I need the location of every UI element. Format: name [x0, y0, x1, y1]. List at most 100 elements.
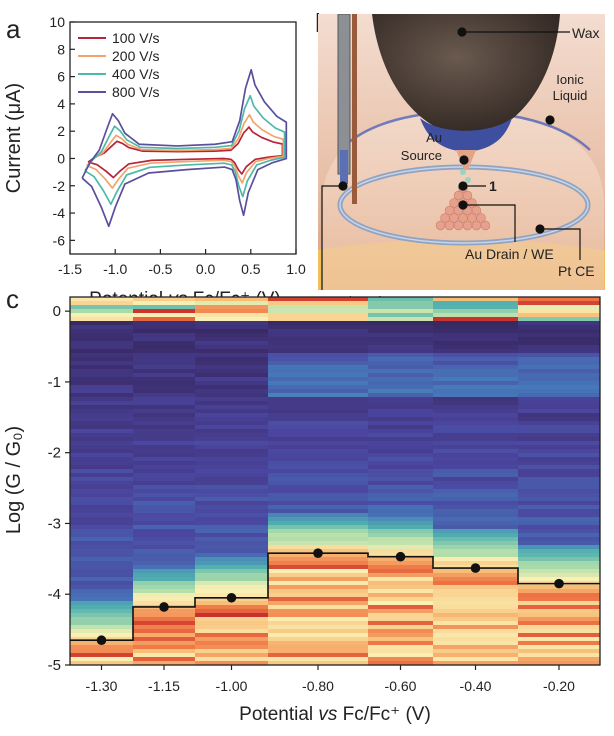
heat-cell-0-64 [70, 553, 134, 558]
heat-cell-4-28 [368, 409, 434, 414]
heat-cell-1-55 [133, 517, 196, 522]
heat-cell-4-18 [368, 369, 434, 374]
heat-cell-5-81 [433, 621, 519, 626]
heat-cell-3-9 [268, 333, 369, 338]
heat-cell-2-89 [195, 653, 269, 658]
heat-cell-4-38 [368, 449, 434, 454]
panel-c-xtick-label-0: -1.30 [86, 678, 118, 694]
heat-cell-5-17 [433, 365, 519, 370]
heat-cell-6-64 [518, 553, 601, 558]
heat-cell-1-28 [133, 409, 196, 414]
panel-c-xlabel-suffix: Fc/Fc⁺ (V) [337, 704, 430, 725]
heat-cell-2-63 [195, 549, 269, 554]
heat-cell-1-66 [133, 561, 196, 566]
heat-cell-3-62 [268, 545, 369, 550]
heat-cell-4-20 [368, 377, 434, 382]
heat-cell-6-46 [518, 481, 601, 486]
callout-line-re [321, 185, 343, 290]
heat-cell-0-0 [70, 297, 134, 302]
heat-cell-1-34 [133, 433, 196, 438]
heat-cell-4-3 [368, 309, 434, 314]
panel-a-legend-label-2: 400 V/s [112, 66, 159, 82]
callout-dot-il [545, 115, 555, 125]
heat-cell-0-9 [70, 333, 134, 338]
heat-cell-4-83 [368, 629, 434, 634]
heat-cell-4-14 [368, 353, 434, 358]
heat-cell-3-12 [268, 345, 369, 350]
heat-cell-6-90 [518, 657, 601, 662]
panel-c-ylabel: Log (G / G₀) [3, 426, 25, 534]
heat-cell-2-73 [195, 589, 269, 594]
heat-cell-3-51 [268, 501, 369, 506]
heat-cell-0-48 [70, 489, 134, 494]
heat-cell-5-13 [433, 349, 519, 354]
heat-cell-3-1 [268, 301, 369, 306]
heat-cell-6-74 [518, 593, 601, 598]
heat-cell-5-24 [433, 393, 519, 398]
heat-cell-2-80 [195, 617, 269, 622]
heat-cell-0-35 [70, 437, 134, 442]
heat-cell-0-32 [70, 425, 134, 430]
heat-cell-5-75 [433, 597, 519, 602]
heat-cell-0-59 [70, 533, 134, 538]
heat-cell-2-46 [195, 481, 269, 486]
heat-cell-5-43 [433, 469, 519, 474]
heat-cell-0-17 [70, 365, 134, 370]
heat-cell-6-84 [518, 633, 601, 638]
heat-cell-1-73 [133, 589, 196, 594]
heat-cell-1-70 [133, 577, 196, 582]
heat-cell-4-30 [368, 417, 434, 422]
heat-cell-4-82 [368, 625, 434, 630]
heat-cell-5-20 [433, 377, 519, 382]
heat-cell-4-43 [368, 469, 434, 474]
heat-cell-4-22 [368, 385, 434, 390]
heat-cell-2-5 [195, 317, 269, 322]
heat-cell-6-28 [518, 409, 601, 414]
heat-cell-4-49 [368, 493, 434, 498]
heat-cell-3-55 [268, 517, 369, 522]
heat-cell-5-32 [433, 425, 519, 430]
heat-cell-4-67 [368, 565, 434, 570]
heat-cell-2-33 [195, 429, 269, 434]
heat-cell-6-44 [518, 473, 601, 478]
heat-cell-1-60 [133, 537, 196, 542]
heat-cell-6-49 [518, 493, 601, 498]
heat-cell-1-68 [133, 569, 196, 574]
heat-cell-1-63 [133, 549, 196, 554]
heat-cell-1-88 [133, 649, 196, 654]
heat-cell-4-44 [368, 473, 434, 478]
heat-cell-3-85 [268, 637, 369, 642]
heat-cell-1-59 [133, 533, 196, 538]
heat-cell-5-83 [433, 629, 519, 634]
heat-cell-1-37 [133, 445, 196, 450]
heat-cell-3-15 [268, 357, 369, 362]
heat-cell-1-32 [133, 425, 196, 430]
heat-cell-0-34 [70, 433, 134, 438]
callout-line-drain [463, 204, 516, 242]
heat-cell-0-68 [70, 569, 134, 574]
heat-cell-3-88 [268, 649, 369, 654]
heat-cell-0-41 [70, 461, 134, 466]
heat-cell-4-85 [368, 637, 434, 642]
heat-cell-0-30 [70, 417, 134, 422]
heat-cell-0-4 [70, 313, 134, 318]
heat-cell-3-71 [268, 581, 369, 586]
heat-cell-3-35 [268, 437, 369, 442]
panel-a-chart: -1.5 -1.0 -0.5 0.0 0.5 1.0 -6 -4 -2 0 2 4 6 8 10 100 V… [3, 14, 306, 310]
heat-cell-2-42 [195, 465, 269, 470]
heat-cell-1-64 [133, 553, 196, 558]
heat-cell-0-28 [70, 409, 134, 414]
heat-cell-6-56 [518, 521, 601, 526]
heat-cell-6-54 [518, 513, 601, 518]
heat-cell-4-55 [368, 517, 434, 522]
heat-cell-4-13 [368, 349, 434, 354]
heat-cell-2-76 [195, 601, 269, 606]
heat-cell-0-27 [70, 405, 134, 410]
heat-cell-1-16 [133, 361, 196, 366]
heat-cell-1-46 [133, 481, 196, 486]
heat-cell-2-41 [195, 461, 269, 466]
heat-cell-2-90 [195, 657, 269, 662]
heat-cell-1-8 [133, 329, 196, 334]
heat-cell-1-9 [133, 333, 196, 338]
heat-cell-5-54 [433, 513, 519, 518]
